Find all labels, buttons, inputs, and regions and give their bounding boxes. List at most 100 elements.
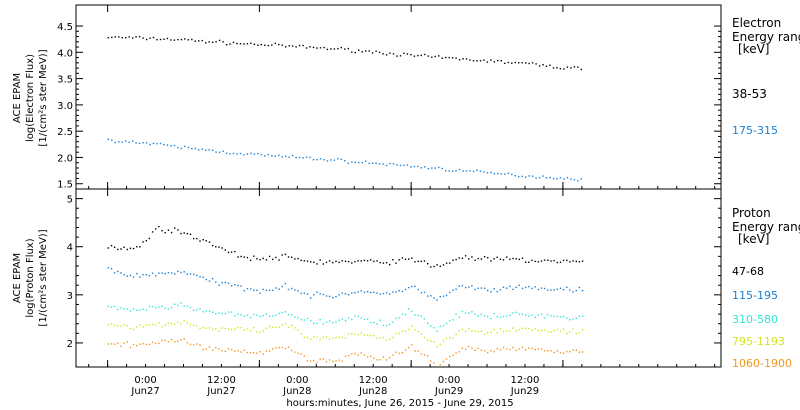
- data-point: [439, 296, 441, 298]
- data-point: [333, 48, 336, 50]
- data-point: [132, 37, 134, 39]
- data-point: [297, 257, 299, 260]
- data-point: [183, 232, 185, 234]
- data-point: [417, 330, 419, 333]
- data-point: [395, 262, 397, 264]
- data-point: [578, 351, 581, 353]
- data-point: [559, 352, 562, 354]
- data-point: [335, 360, 337, 362]
- data-point: [528, 347, 530, 349]
- data-point: [275, 326, 277, 329]
- data-point: [125, 140, 127, 142]
- data-point: [183, 320, 185, 322]
- data-point: [464, 255, 467, 257]
- data-point: [542, 64, 544, 66]
- data-point: [439, 325, 441, 328]
- data-point: [194, 40, 196, 42]
- data-point: [145, 274, 147, 276]
- data-point: [449, 355, 451, 358]
- data-point: [328, 260, 331, 262]
- data-point: [243, 256, 245, 258]
- data-point: [540, 260, 543, 262]
- data-point: [462, 170, 464, 172]
- data-point: [253, 255, 255, 257]
- data-point: [222, 150, 224, 152]
- data-point: [366, 260, 369, 262]
- data-point: [427, 167, 429, 170]
- data-point: [338, 359, 340, 361]
- data-point: [455, 313, 457, 315]
- data-point: [578, 261, 581, 263]
- data-point: [455, 258, 457, 261]
- data-point: [354, 51, 356, 54]
- data-point: [487, 257, 489, 259]
- data-point: [427, 295, 429, 297]
- data-point: [427, 355, 429, 357]
- data-point: [183, 305, 185, 307]
- data-point: [297, 317, 299, 319]
- data-point: [180, 38, 183, 41]
- data-point: [155, 342, 157, 345]
- data-point: [151, 272, 154, 274]
- data-point: [483, 333, 486, 335]
- data-point: [262, 288, 264, 291]
- data-point: [566, 259, 568, 262]
- data-point: [504, 62, 506, 64]
- p-series-310-580: [107, 302, 584, 332]
- data-point: [509, 314, 511, 316]
- data-point: [107, 267, 109, 269]
- data-point: [306, 260, 309, 262]
- data-point: [515, 311, 517, 314]
- electron-ylabel-line-3: [1/(cm²s ster MeV)]: [38, 49, 49, 146]
- data-point: [399, 164, 402, 167]
- data-point: [138, 142, 141, 145]
- data-point: [449, 319, 451, 322]
- data-point: [553, 351, 555, 354]
- data-point: [303, 319, 305, 321]
- data-point: [499, 348, 502, 351]
- p-ytick-label: 3: [67, 291, 73, 302]
- data-point: [411, 344, 413, 346]
- data-point: [382, 292, 385, 295]
- data-point: [142, 241, 144, 243]
- e-ytick-label: 2.0: [57, 153, 73, 164]
- data-point: [332, 322, 334, 324]
- data-point: [110, 306, 113, 308]
- data-point: [310, 338, 312, 340]
- data-point: [225, 44, 228, 46]
- data-point: [196, 237, 198, 240]
- data-point: [218, 246, 220, 248]
- data-point: [205, 348, 207, 350]
- data-point: [237, 256, 239, 258]
- data-point: [129, 327, 132, 330]
- data-point: [563, 68, 565, 70]
- data-point: [559, 330, 562, 332]
- data-point: [161, 305, 163, 307]
- data-point: [123, 246, 125, 248]
- data-point: [132, 276, 135, 278]
- data-point: [113, 324, 116, 326]
- data-point: [326, 48, 329, 51]
- data-point: [347, 294, 350, 296]
- data-point: [227, 328, 230, 330]
- data-point: [239, 43, 242, 45]
- data-point: [502, 315, 505, 318]
- data-point: [550, 315, 552, 317]
- data-point: [538, 65, 541, 67]
- data-point: [236, 42, 238, 45]
- data-point: [375, 50, 377, 52]
- data-point: [287, 346, 290, 348]
- data-point: [518, 313, 520, 315]
- data-point: [148, 343, 151, 346]
- data-point: [577, 180, 579, 182]
- data-point: [177, 270, 179, 272]
- data-point: [215, 151, 217, 153]
- data-point: [272, 326, 274, 329]
- data-point: [194, 147, 196, 150]
- data-point: [430, 266, 432, 268]
- data-point: [316, 361, 318, 364]
- data-point: [398, 259, 400, 261]
- data-point: [123, 274, 125, 276]
- data-point: [424, 53, 426, 56]
- data-point: [569, 351, 571, 353]
